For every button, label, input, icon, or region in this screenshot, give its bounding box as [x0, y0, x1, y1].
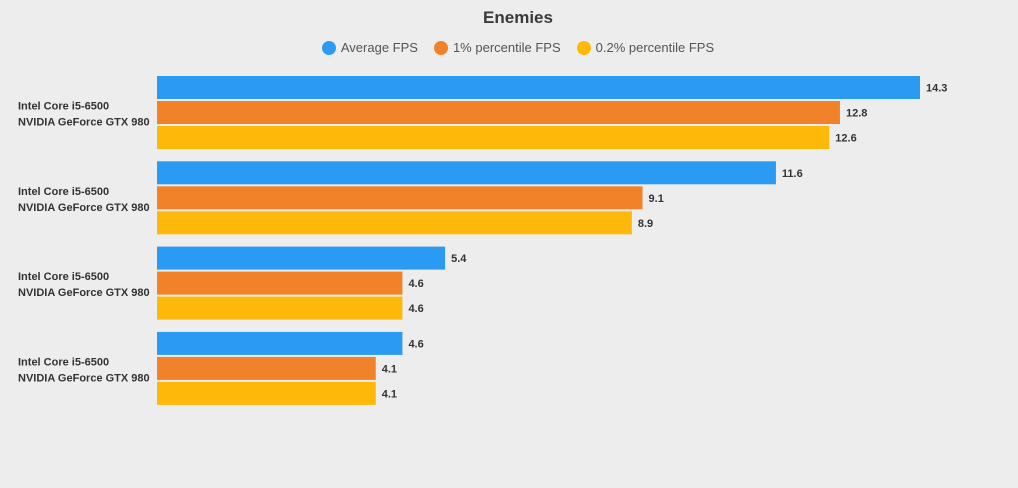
- legend-item-02pct-fps[interactable]: 0.2% percentile FPS: [576, 40, 715, 55]
- bar-value-label: 5.4: [451, 253, 467, 265]
- category-label: Intel Core i5-6500 NVIDIA GeForce GTX 980: [18, 186, 150, 214]
- legend-item-1pct-fps[interactable]: 1% percentile FPS: [433, 40, 561, 55]
- bar-value-label: 8.9: [638, 218, 653, 230]
- bar-value-label: 4.1: [382, 388, 397, 400]
- bar-average-fps-2[interactable]: [157, 246, 446, 270]
- bar-value-label: 12.8: [846, 108, 867, 120]
- bar-1-percentile-fps-2[interactable]: [157, 271, 403, 295]
- legend-label-1pct-fps: 1% percentile FPS: [452, 40, 561, 55]
- bar-value-label: 4.6: [408, 303, 423, 315]
- bar-0-2-percentile-fps-2[interactable]: [157, 296, 403, 320]
- bar-0-2-percentile-fps-1[interactable]: [157, 211, 632, 235]
- bar-average-fps-0[interactable]: [157, 76, 920, 99]
- category-label: Intel Core i5-6500 NVIDIA GeForce GTX 980: [18, 356, 150, 384]
- bar-value-label: 11.6: [782, 168, 803, 180]
- legend-item-average-fps[interactable]: Average FPS: [321, 40, 418, 55]
- bar-0-2-percentile-fps-0[interactable]: [157, 126, 830, 149]
- bar-value-label: 4.6: [408, 278, 423, 290]
- bar-average-fps-1[interactable]: [157, 161, 776, 185]
- bar-1-percentile-fps-1[interactable]: [157, 186, 643, 210]
- legend: Average FPS 1% percentile FPS 0.2% perce…: [0, 40, 1018, 55]
- bar-value-label: 4.6: [408, 338, 423, 350]
- bar-value-label: 9.1: [649, 193, 664, 205]
- bar-value-label: 4.1: [382, 363, 397, 375]
- legend-label-02pct-fps: 0.2% percentile FPS: [595, 40, 715, 55]
- legend-marker-average-fps: [321, 40, 336, 55]
- category-label: Intel Core i5-6500 NVIDIA GeForce GTX 980: [18, 101, 150, 129]
- bar-1-percentile-fps-3[interactable]: [157, 356, 376, 380]
- bar-value-label: 12.6: [835, 133, 856, 145]
- bar-average-fps-3[interactable]: [157, 331, 403, 355]
- legend-marker-02pct-fps: [576, 40, 591, 55]
- category-label: Intel Core i5-6500 NVIDIA GeForce GTX 980: [18, 271, 150, 299]
- legend-label-average-fps: Average FPS: [340, 40, 418, 55]
- legend-marker-1pct-fps: [433, 40, 448, 55]
- bar-1-percentile-fps-0[interactable]: [157, 101, 840, 124]
- chart-title: Enemies: [483, 8, 553, 27]
- bar-0-2-percentile-fps-3[interactable]: [157, 381, 376, 405]
- bar-value-label: 14.3: [926, 83, 947, 95]
